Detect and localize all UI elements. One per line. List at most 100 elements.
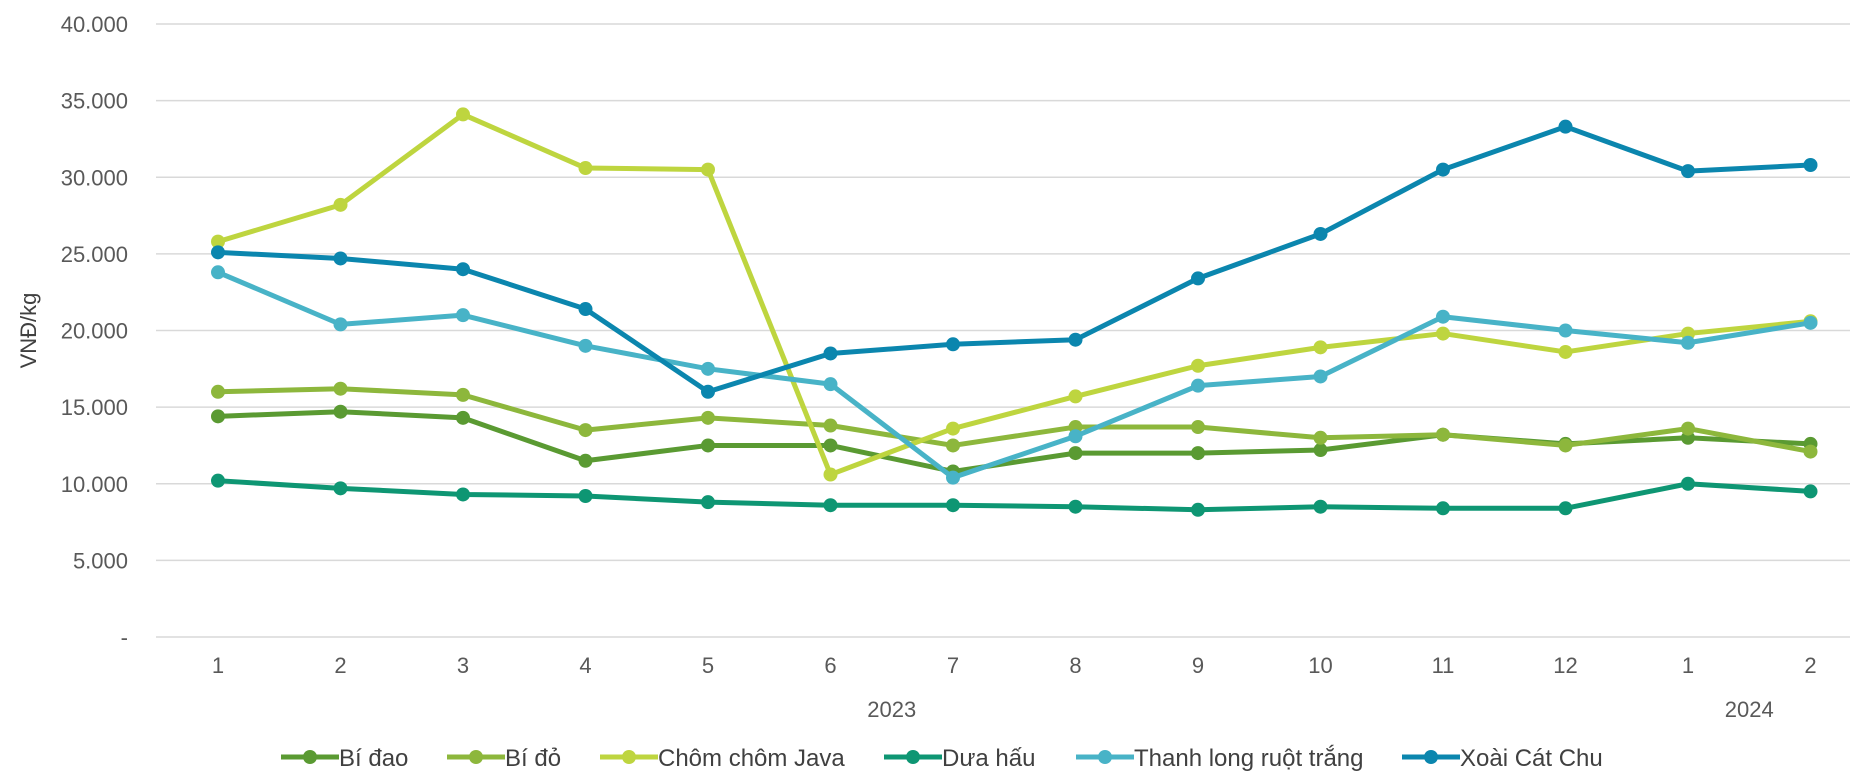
y-tick-label: 10.000 [61, 472, 128, 497]
series-lines [211, 107, 1818, 517]
x-tick-label: 1 [1682, 653, 1694, 678]
data-point [211, 234, 225, 249]
year-label: 2023 [867, 697, 916, 722]
legend-marker [469, 750, 483, 764]
legend-label: Bí đao [339, 745, 408, 771]
data-point [701, 438, 715, 453]
y-tick-label: 30.000 [61, 165, 128, 190]
data-point [456, 262, 470, 277]
legend-item: Xoài Cát Chu [1402, 745, 1603, 771]
data-point [1681, 421, 1695, 436]
data-point [211, 409, 225, 424]
data-point [1068, 429, 1083, 444]
y-tick-label: 20.000 [61, 319, 128, 344]
data-point [1191, 378, 1205, 393]
data-point [578, 302, 593, 317]
legend-label: Xoài Cát Chu [1460, 745, 1603, 771]
series-bí-đỏ [211, 381, 1818, 459]
legend-marker [1424, 750, 1438, 764]
data-point [1191, 358, 1205, 373]
legend-item: Bí đao [281, 745, 408, 771]
x-tick-label: 1 [212, 653, 224, 678]
y-tick-label: 5.000 [73, 548, 128, 573]
data-point [1436, 427, 1450, 442]
data-point [1558, 438, 1573, 453]
x-tick-label: 10 [1308, 653, 1332, 678]
x-tick-label: 7 [947, 653, 959, 678]
data-point [1681, 476, 1695, 491]
legend-marker [622, 750, 636, 764]
data-point [1313, 443, 1328, 458]
data-point [1191, 446, 1205, 461]
data-point [1191, 502, 1205, 517]
series-dưa-hấu [211, 473, 1818, 517]
data-point [946, 470, 960, 485]
data-point [1436, 501, 1450, 516]
data-point [1803, 484, 1818, 499]
data-point [701, 410, 715, 425]
x-tick-label: 11 [1432, 653, 1455, 678]
x-tick-label: 4 [579, 653, 591, 678]
data-point [1436, 326, 1450, 341]
data-point [1068, 389, 1083, 404]
x-tick-label: 9 [1192, 653, 1204, 678]
data-point [1436, 309, 1450, 324]
data-point [823, 498, 838, 513]
data-point [333, 381, 348, 396]
data-point [701, 384, 715, 399]
y-axis-title: VNĐ/kg [16, 293, 41, 369]
data-point [823, 467, 838, 482]
data-point [1681, 335, 1695, 350]
data-point [211, 384, 225, 399]
data-point [1068, 499, 1083, 514]
data-point [823, 438, 838, 453]
data-point [578, 453, 593, 468]
legend-marker [303, 750, 317, 764]
data-point [1313, 430, 1328, 445]
legend-marker [906, 750, 920, 764]
series-xoài-cát-chu [211, 119, 1818, 399]
data-point [578, 489, 593, 504]
data-point [946, 421, 960, 436]
y-tick-label: 15.000 [61, 395, 128, 420]
data-point [1558, 344, 1573, 359]
legend-label: Chôm chôm Java [658, 745, 845, 771]
data-point [1191, 420, 1205, 435]
x-tick-label: 2 [1804, 653, 1816, 678]
data-point [456, 308, 470, 323]
data-point [1558, 323, 1573, 338]
gridlines [156, 23, 1850, 638]
data-point [701, 361, 715, 376]
data-point [1313, 369, 1328, 384]
series-line [215, 269, 1813, 481]
series-line [215, 111, 1813, 478]
x-axis-year-labels: 2023 2024 [867, 697, 1773, 722]
series-chôm-chôm-java [211, 107, 1818, 482]
series-line [215, 478, 1813, 513]
data-point [1803, 157, 1818, 172]
data-point [701, 162, 715, 177]
data-point [333, 404, 348, 419]
data-point [1191, 271, 1205, 286]
data-point [1313, 340, 1328, 355]
series-line [215, 124, 1813, 395]
data-point [946, 498, 960, 513]
data-point [1803, 315, 1818, 330]
data-point [701, 495, 715, 510]
data-point [946, 438, 960, 453]
y-tick-label: 25.000 [61, 242, 128, 267]
data-point [823, 377, 838, 392]
data-point [1068, 446, 1083, 461]
data-point [1558, 119, 1573, 134]
data-point [456, 107, 470, 122]
data-point [946, 337, 960, 352]
data-point [211, 473, 225, 488]
data-point [333, 481, 348, 496]
x-tick-label: 3 [457, 653, 469, 678]
legend-label: Bí đỏ [505, 745, 561, 771]
x-tick-label: 12 [1553, 653, 1577, 678]
data-point [578, 161, 593, 176]
data-point [211, 245, 225, 260]
data-point [1681, 164, 1695, 179]
